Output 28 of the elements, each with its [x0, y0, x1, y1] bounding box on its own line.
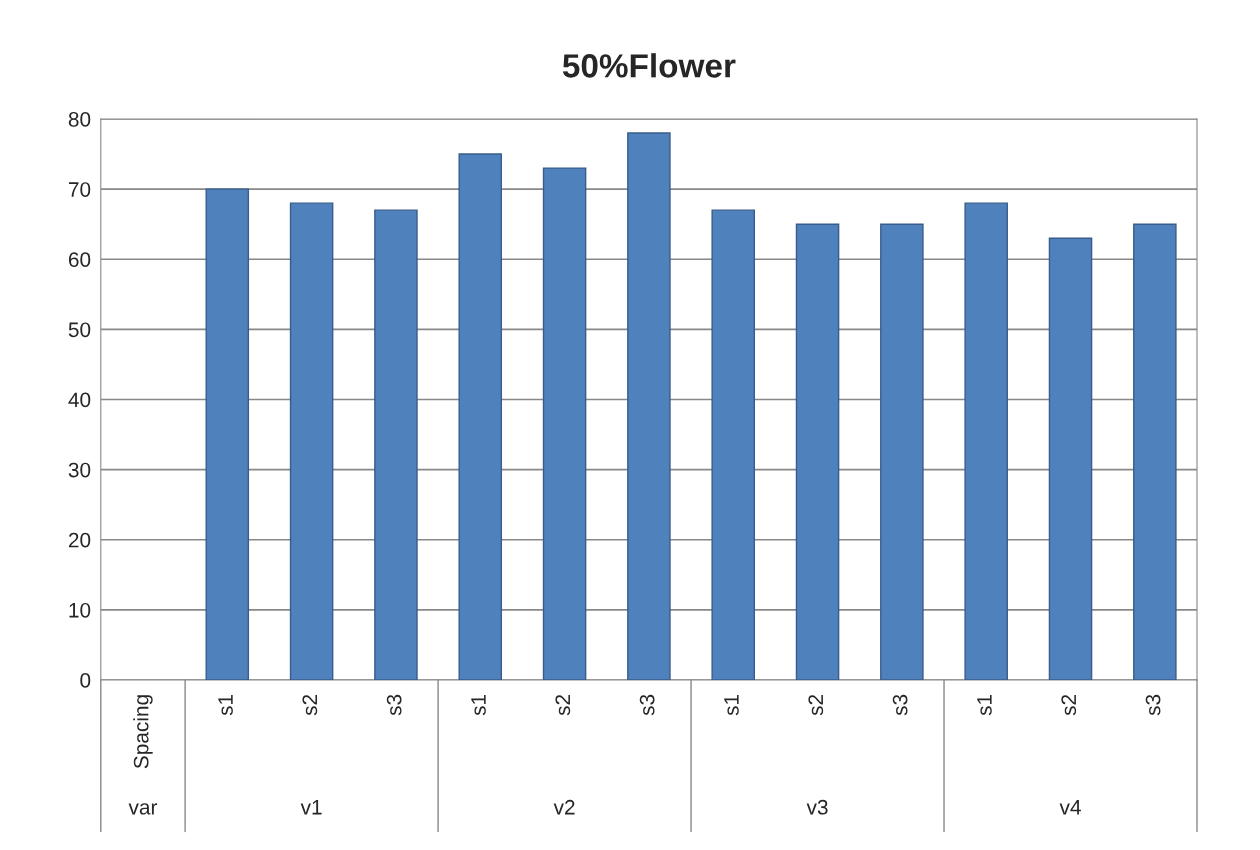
text: v1 [300, 800, 322, 815]
x-tick-label: s2 [1061, 694, 1077, 716]
y-tick-label: 10 [69, 602, 91, 618]
text: v2 [553, 799, 575, 815]
y-tick-label: 30 [68, 462, 91, 478]
y-tick-label: 60 [68, 252, 91, 267]
y-tick-label: 40 [68, 392, 91, 408]
x-tick-label: s1 [977, 694, 992, 716]
x-tick-label: s1 [218, 694, 233, 716]
x-tick-label: s2 [808, 694, 824, 716]
x-tick-label: s3 [892, 694, 908, 716]
x-tick-label: Spacing [133, 695, 153, 769]
y-tick-label: 50 [68, 322, 91, 338]
y-tick-label: 0 [80, 673, 91, 688]
x-tick-label: s2 [302, 694, 318, 716]
x-tick-label: s3 [639, 694, 655, 716]
chart-title: 50%Flower [562, 53, 736, 78]
x-tick-label: s2 [555, 694, 571, 716]
x-tick-label: s3 [386, 694, 402, 716]
x-tick-label: s1 [724, 694, 739, 716]
x-tick-label: s3 [1145, 694, 1161, 716]
text: v4 [1059, 800, 1081, 815]
y-tick-label: 20 [68, 532, 91, 548]
y-tick-label: 80 [68, 112, 91, 127]
y-tick-label: 70 [68, 182, 91, 197]
x-tick-label: s1 [471, 694, 486, 716]
text: v3 [806, 799, 828, 815]
text: var [128, 803, 158, 815]
